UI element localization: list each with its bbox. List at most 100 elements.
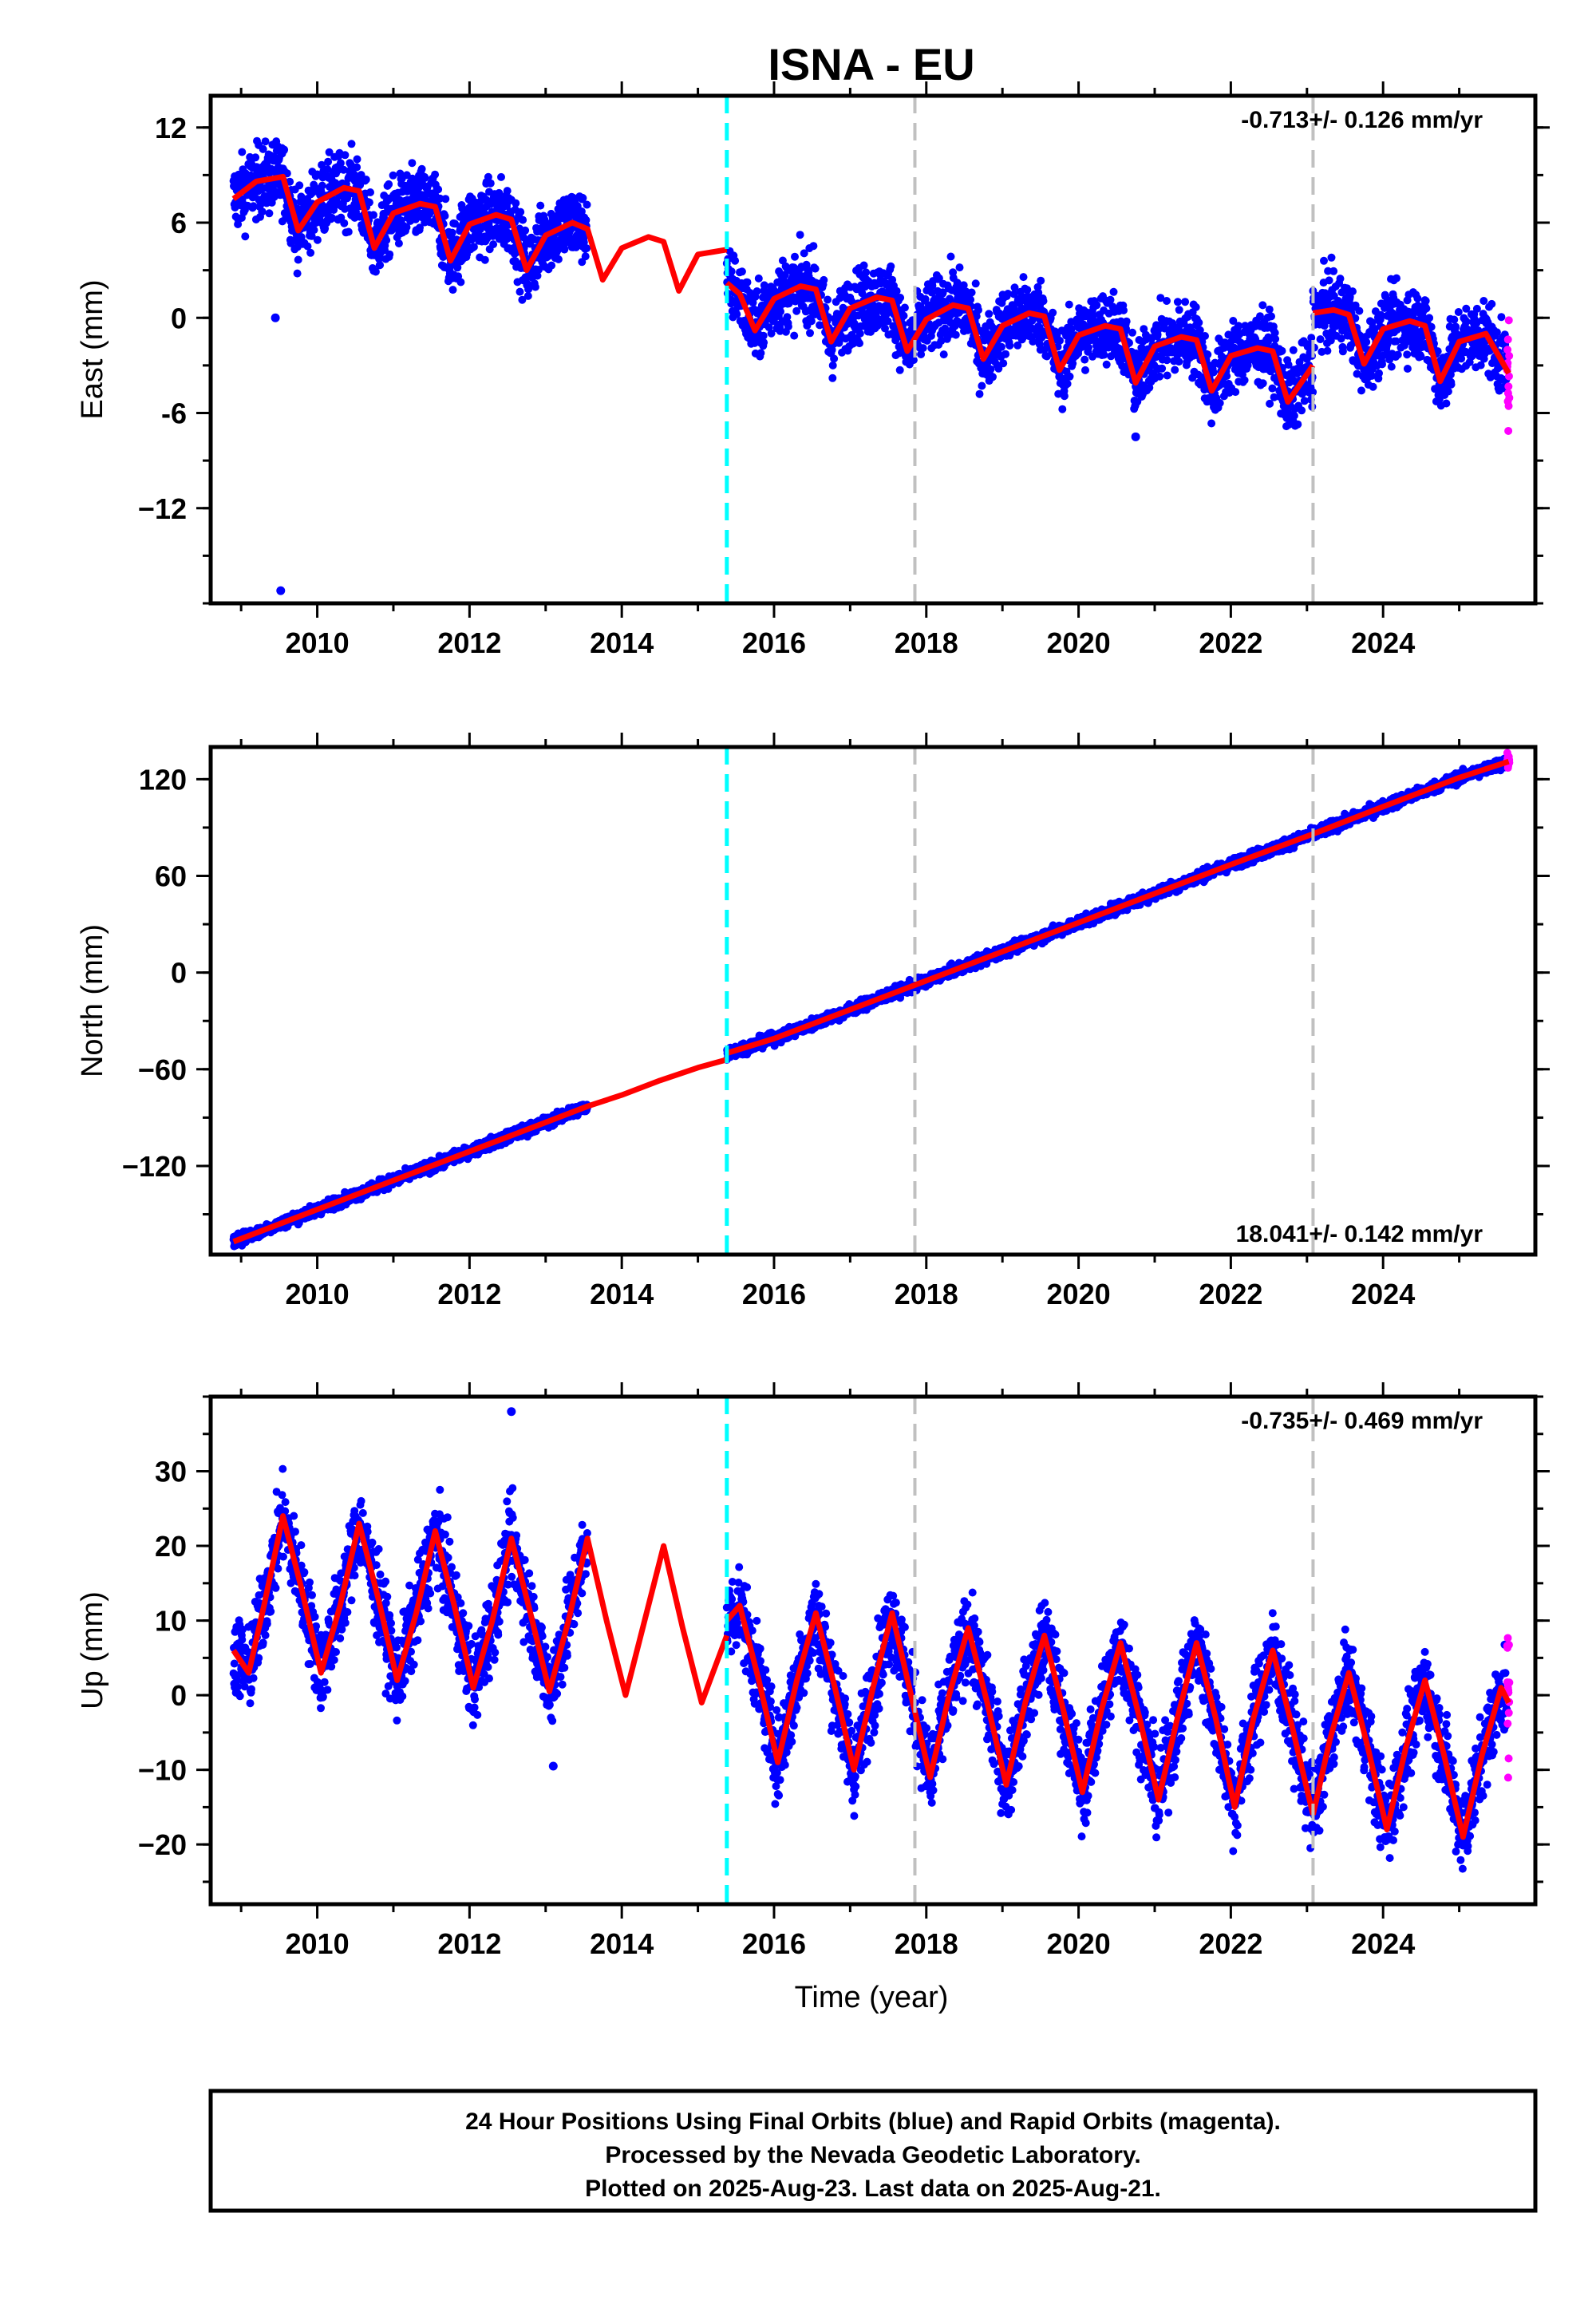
data-point xyxy=(764,323,773,332)
data-point xyxy=(862,268,871,277)
data-point xyxy=(1300,397,1309,405)
data-point xyxy=(1128,328,1136,337)
y-tick-label: 6 xyxy=(171,207,187,239)
data-point xyxy=(1271,334,1280,343)
data-point xyxy=(1084,343,1092,352)
x-tick-label: 2022 xyxy=(1199,626,1262,659)
data-point xyxy=(731,256,740,265)
data-point xyxy=(1154,325,1163,334)
data-point xyxy=(921,294,930,303)
data-point xyxy=(1163,356,1171,365)
data-point xyxy=(955,263,964,272)
data-point xyxy=(353,155,361,164)
data-point xyxy=(975,389,984,398)
data-point xyxy=(1175,358,1183,366)
data-point xyxy=(938,288,947,297)
data-point xyxy=(939,350,948,359)
data-point xyxy=(1446,370,1455,379)
data-point xyxy=(892,287,901,295)
data-point xyxy=(347,140,356,148)
data-point xyxy=(582,215,591,224)
data-point xyxy=(385,180,393,188)
data-point xyxy=(440,211,449,220)
data-point xyxy=(1058,405,1067,413)
data-point xyxy=(1362,338,1371,346)
data-point xyxy=(985,310,994,318)
data-point xyxy=(1009,290,1018,298)
data-point xyxy=(900,303,909,312)
data-point xyxy=(1163,371,1171,380)
data-point xyxy=(1266,399,1274,408)
data-point xyxy=(1284,361,1293,369)
data-point xyxy=(1268,384,1277,393)
data-point xyxy=(341,151,350,160)
data-point xyxy=(895,366,904,374)
data-point xyxy=(480,255,489,264)
data-point xyxy=(469,243,478,251)
data-point xyxy=(757,349,765,358)
data-point xyxy=(516,287,524,296)
data-point xyxy=(1102,360,1111,369)
data-point xyxy=(1270,329,1279,337)
data-point xyxy=(344,227,353,236)
data-point xyxy=(581,252,590,261)
plot-area xyxy=(229,136,1514,595)
data-point xyxy=(1325,276,1333,285)
data-point xyxy=(780,271,789,279)
data-point xyxy=(1201,332,1209,340)
data-point xyxy=(828,361,837,370)
final-orbit-points xyxy=(229,136,1511,595)
data-point xyxy=(1377,310,1385,319)
y-tick-label: -6 xyxy=(161,397,187,430)
data-point xyxy=(1487,299,1496,308)
data-point xyxy=(1462,318,1471,326)
data-point xyxy=(297,192,306,201)
rapid-point xyxy=(1503,335,1512,344)
data-point xyxy=(792,306,801,315)
data-point xyxy=(1195,326,1204,334)
data-point xyxy=(579,238,588,247)
rapid-point xyxy=(1504,426,1513,435)
data-point xyxy=(1034,288,1043,297)
data-point xyxy=(294,255,302,264)
data-point xyxy=(966,295,975,304)
plot-area xyxy=(229,749,1514,1251)
data-point xyxy=(1457,354,1466,363)
data-point xyxy=(1156,294,1165,302)
data-point xyxy=(1309,388,1317,397)
data-point xyxy=(389,171,397,180)
data-point xyxy=(1173,298,1182,306)
data-point xyxy=(1106,295,1115,304)
data-point xyxy=(1269,322,1278,331)
data-point xyxy=(251,153,260,162)
data-point xyxy=(1447,380,1456,389)
data-point xyxy=(318,160,326,169)
data-point xyxy=(1023,286,1032,294)
data-point xyxy=(1120,306,1128,314)
data-point xyxy=(959,281,968,290)
data-point xyxy=(1393,274,1400,283)
rapid-point xyxy=(1504,382,1513,391)
data-point xyxy=(1258,301,1267,310)
data-point xyxy=(547,261,556,270)
data-point xyxy=(1278,346,1286,355)
data-point xyxy=(238,148,247,156)
data-point xyxy=(1323,346,1332,355)
data-point xyxy=(1425,314,1434,322)
data-point xyxy=(431,170,440,179)
data-point xyxy=(737,267,746,276)
data-point xyxy=(760,338,768,347)
data-point xyxy=(361,176,370,184)
data-point xyxy=(1479,297,1488,305)
data-point xyxy=(934,274,943,283)
data-point xyxy=(417,164,426,173)
data-point xyxy=(1480,338,1489,347)
data-point xyxy=(385,250,394,259)
data-point xyxy=(1209,368,1218,377)
data-point xyxy=(776,307,784,316)
data-point xyxy=(1442,399,1451,408)
x-tick-label: 2024 xyxy=(1351,626,1415,659)
data-point xyxy=(1444,387,1452,396)
data-point xyxy=(978,381,986,390)
data-point xyxy=(1203,350,1212,359)
